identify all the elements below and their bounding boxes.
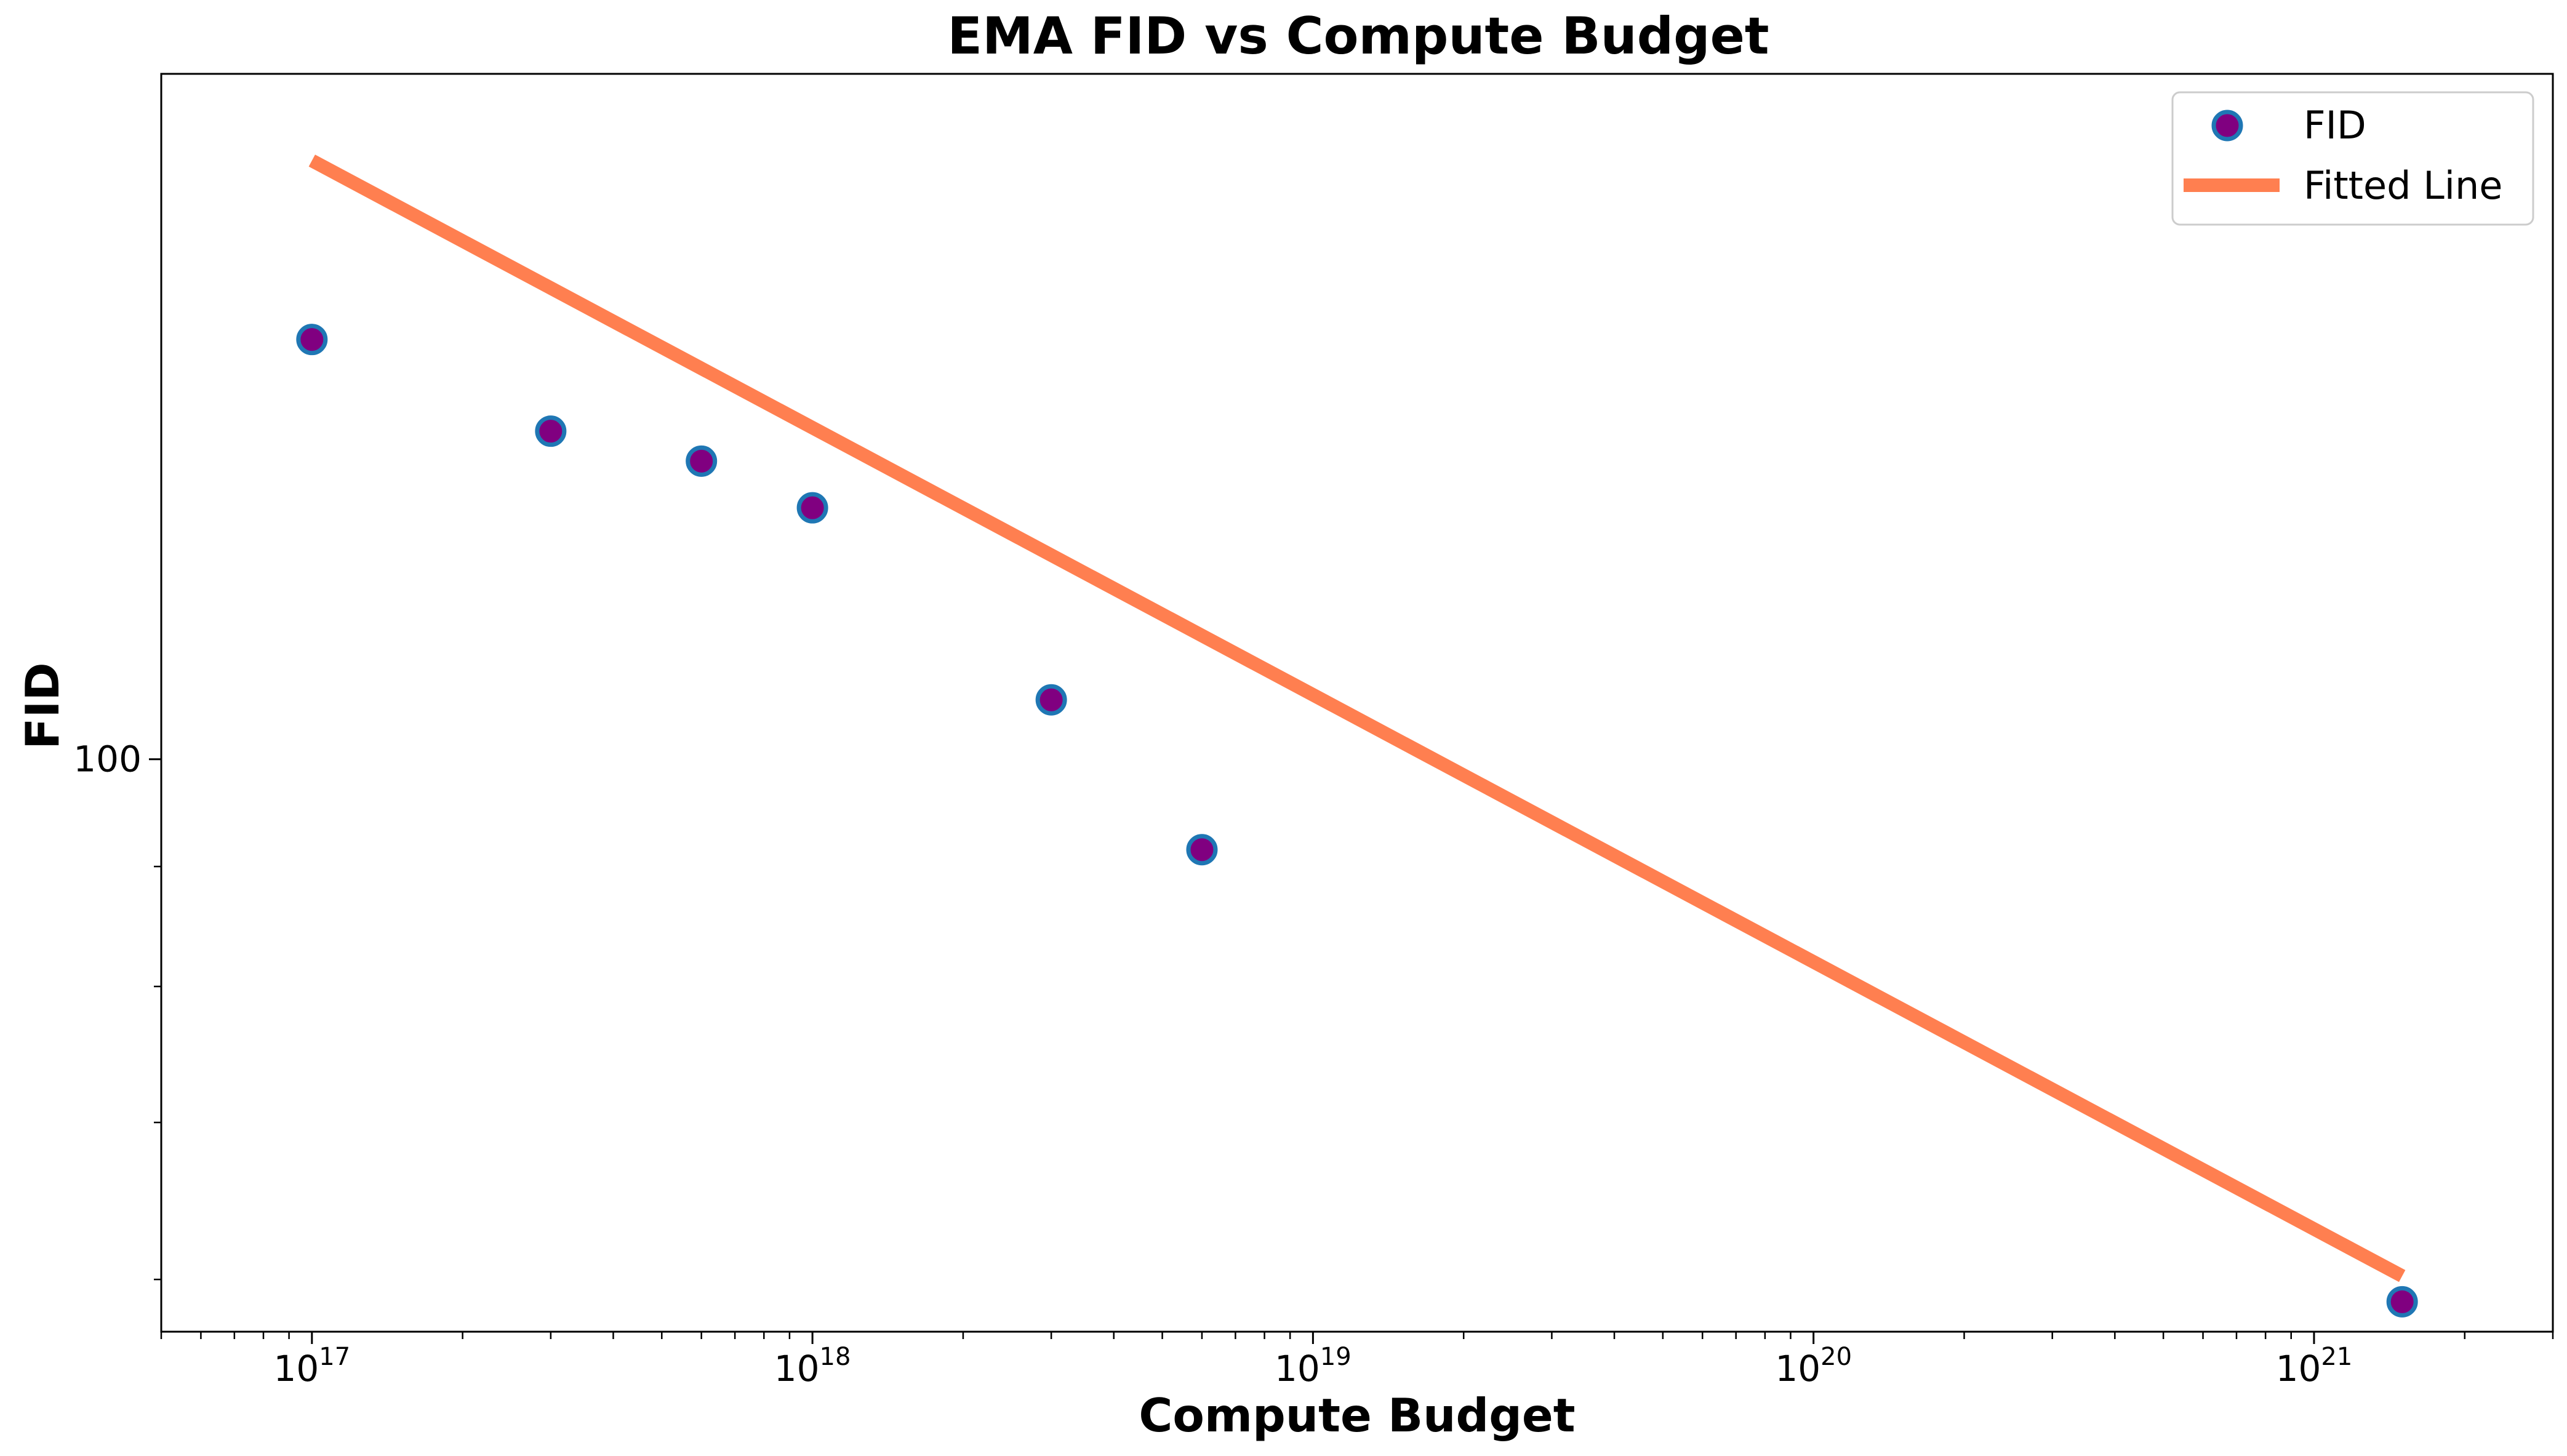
y-tick-label: 100 xyxy=(73,738,142,780)
fid-point xyxy=(1035,684,1067,716)
x-tick-label: 1020 xyxy=(1775,1343,1852,1390)
chart-title: EMA FID vs Compute Budget xyxy=(947,6,1769,66)
fitted-line xyxy=(308,154,2406,1282)
legend-marker-fid xyxy=(2211,110,2243,142)
minor-ticks xyxy=(154,865,2554,1339)
legend-label-fid: FID xyxy=(2304,103,2366,148)
x-axis-label: Compute Budget xyxy=(1139,1388,1575,1442)
x-tick-label: 1017 xyxy=(273,1343,350,1390)
fid-point xyxy=(296,324,328,356)
fid-point xyxy=(535,415,567,447)
plot-background xyxy=(161,74,2553,1332)
y-axis-ticks: 100 xyxy=(73,738,161,780)
x-tick-label: 1021 xyxy=(2276,1343,2353,1390)
legend: FID Fitted Line xyxy=(2171,91,2534,226)
x-tick-label: 1018 xyxy=(774,1343,851,1390)
series-layer xyxy=(296,154,2418,1318)
plot-frame xyxy=(160,73,2554,1333)
fid-point xyxy=(2386,1286,2418,1318)
x-tick-label: 1019 xyxy=(1275,1343,1352,1390)
x-axis-ticks: 1017 1018 1019 1020 1021 xyxy=(273,1332,2352,1390)
legend-label-fitted-line: Fitted Line xyxy=(2304,163,2502,208)
plot-area xyxy=(161,74,2553,1332)
y-axis-label: FID xyxy=(15,662,70,749)
fid-point xyxy=(1186,834,1218,866)
fid-point xyxy=(686,445,718,477)
fid-point xyxy=(796,492,828,524)
